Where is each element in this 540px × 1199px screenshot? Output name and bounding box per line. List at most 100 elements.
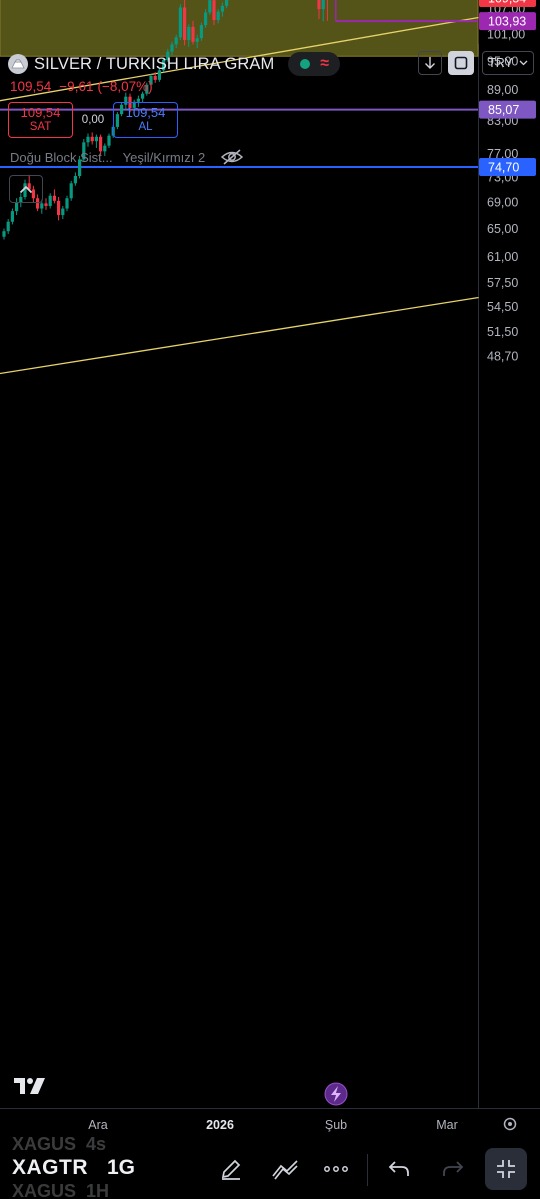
price-axis-label: 101,00 (487, 27, 525, 41)
price-tag-box (479, 158, 536, 177)
time-axis-label: Şub (325, 1118, 347, 1132)
toolbar-symbol[interactable]: XAGTR (12, 1156, 88, 1179)
fullscreen-button[interactable] (485, 1148, 527, 1190)
price-change-pct: (−8,07%) (97, 79, 153, 94)
price-tag-label: 85,07 (488, 103, 519, 117)
layout-toggle-button[interactable] (448, 51, 474, 75)
settings-gear-icon-center (508, 1122, 512, 1126)
price-chart[interactable]: 230,00210,00190,00180,00158,00146,00138,… (0, 0, 540, 1140)
spread-value: 0,00 (81, 114, 105, 126)
trendline-2[interactable] (0, 296, 479, 375)
price-tag-box (479, 12, 536, 31)
price-tag-label: 74,70 (488, 161, 519, 175)
toolbar-interval[interactable]: 1G (107, 1156, 136, 1179)
price-tag-label: 103,93 (488, 15, 526, 29)
candle-body (170, 44, 174, 52)
tradingview-logo-slash (30, 1078, 45, 1094)
candle-body (6, 221, 10, 232)
candle-body (65, 198, 69, 209)
wave-icon: ≈ (320, 55, 330, 72)
candle-body (2, 231, 6, 237)
candle-body (23, 183, 27, 197)
candle-body (61, 208, 65, 216)
timeframe-ghost-next: XAGUS 1H (12, 1181, 110, 1199)
price-axis-label: 89,00 (487, 83, 518, 97)
currency-select[interactable]: TRY (482, 51, 534, 75)
candle-body (10, 211, 14, 222)
candle-body (107, 135, 111, 146)
candle-body (73, 175, 77, 184)
market-status-pill[interactable]: ≈ (288, 52, 341, 76)
collapse-legend-button[interactable] (9, 175, 43, 203)
eye-hidden-icon[interactable] (221, 149, 244, 165)
trade-panel: 109,54 SAT 0,00 109,54 AL (8, 102, 178, 138)
redo-button[interactable] (436, 1152, 470, 1186)
candle-body (132, 101, 136, 108)
pen-icon (221, 1159, 241, 1180)
candle-body (57, 200, 61, 216)
price-axis-label: 69,00 (487, 196, 518, 210)
undo-button[interactable] (382, 1152, 416, 1186)
time-axis-label: Ara (88, 1118, 108, 1132)
support-zone-box[interactable] (0, 0, 479, 57)
candle-body (178, 7, 182, 38)
time-axis-label: 2026 (206, 1118, 234, 1132)
download-button[interactable] (418, 51, 442, 75)
price-change-line: 109,54 −9,61 (−8,07%) (10, 79, 153, 94)
settings-gear-icon[interactable] (503, 1117, 517, 1131)
silver-logo-icon (8, 54, 28, 74)
candle-body (82, 142, 86, 160)
price-tag-box (479, 0, 536, 7)
candle-body (208, 0, 212, 13)
candle-body (183, 7, 187, 40)
candle-body (187, 26, 191, 40)
trendline-1[interactable] (0, 16, 479, 102)
indicator-name: Doğu Block Sist... (10, 149, 113, 165)
candle-body (157, 70, 161, 80)
more-button[interactable] (319, 1152, 353, 1186)
chevron-up-icon (19, 185, 33, 193)
tradingview-logo-dot (27, 1078, 33, 1084)
price-axis-label: 77,00 (487, 147, 518, 161)
buy-label: AL (138, 120, 153, 133)
currency-label: TRY (488, 56, 513, 70)
candle-body (86, 136, 90, 143)
sell-button[interactable]: 109,54 SAT (8, 102, 73, 138)
sell-label: SAT (29, 120, 52, 133)
candle-body (52, 195, 56, 201)
candle-body (204, 12, 208, 26)
candle-body (36, 198, 40, 209)
sell-price: 109,54 (20, 104, 61, 120)
candle-body (48, 195, 52, 206)
candle-body (317, 0, 321, 10)
indicator-param: Yeşil/Kırmızı 2 (122, 149, 206, 165)
redo-icon (443, 1161, 464, 1176)
candle-body (220, 5, 224, 12)
market-open-dot-icon (299, 59, 310, 69)
candle-body (191, 26, 195, 42)
price-tag-label: 109,54 (488, 0, 526, 5)
drawing-tools-button[interactable] (268, 1152, 302, 1186)
candle-body (212, 0, 216, 21)
price-axis-label: 48,70 (487, 349, 518, 363)
candle-body (153, 75, 157, 80)
time-axis-label: Mar (436, 1118, 458, 1132)
price-change: −9,61 (59, 79, 94, 94)
draw-pen-button[interactable] (214, 1152, 248, 1186)
indicator-legend[interactable]: Doğu Block Sist... Yeşil/Kırmızı 2 (10, 149, 244, 165)
toolbar-divider (367, 1154, 368, 1186)
price-tag-box (479, 100, 536, 119)
candle-body (321, 0, 325, 10)
tradingview-logo-icon (14, 1078, 25, 1094)
candle-body (174, 37, 178, 45)
candle-body (99, 136, 103, 152)
candle-body (141, 93, 145, 99)
chevron-down-icon (519, 60, 528, 66)
candle-body (145, 84, 149, 94)
price-axis-label: 51,50 (487, 325, 518, 339)
lightning-bolt-icon (331, 1086, 341, 1102)
candle-body (199, 25, 203, 39)
buy-button[interactable]: 109,54 AL (113, 102, 178, 138)
candle-body (69, 183, 73, 199)
symbol-header[interactable]: SILVER / TURKISH LIRA GRAM ≈ (8, 52, 341, 76)
